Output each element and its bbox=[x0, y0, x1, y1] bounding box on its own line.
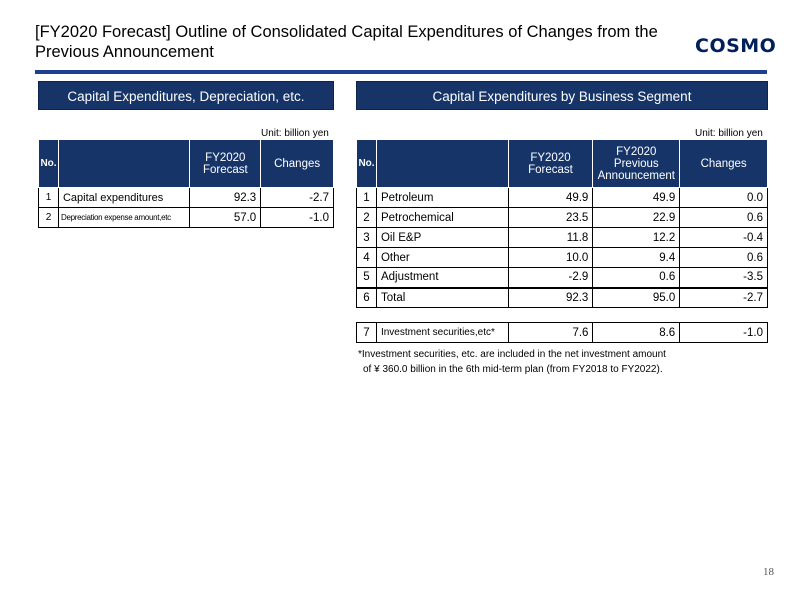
row-forecast: 92.3 bbox=[189, 187, 262, 208]
row-previous: 12.2 bbox=[592, 227, 681, 248]
row-changes: -3.5 bbox=[679, 267, 768, 288]
row-changes: 0.6 bbox=[679, 247, 768, 268]
row-changes: -1.0 bbox=[679, 322, 768, 343]
row-no: 2 bbox=[356, 207, 377, 228]
row-previous: 0.6 bbox=[592, 267, 681, 288]
row-label: Capital expenditures bbox=[57, 187, 191, 208]
row-previous: 49.9 bbox=[592, 187, 681, 208]
col-header-blank bbox=[375, 139, 509, 188]
row-forecast: -2.9 bbox=[507, 267, 594, 288]
page-number: 18 bbox=[763, 566, 774, 578]
row-changes: 0.6 bbox=[679, 207, 768, 228]
segment-capex-table: No. FY2020 Forecast FY2020 Previous Anno… bbox=[356, 139, 768, 308]
footnote-line-1: *Investment securities, etc. are include… bbox=[358, 349, 666, 360]
row-previous: 95.0 bbox=[592, 287, 681, 308]
right-section-banner: Capital Expenditures by Business Segment bbox=[356, 81, 768, 110]
capex-depreciation-table: No. FY2020 Forecast Changes 1 Capital ex… bbox=[38, 139, 334, 228]
table-row: 4 Other 10.0 9.4 0.6 bbox=[356, 247, 768, 268]
row-changes: -1.0 bbox=[260, 207, 334, 228]
row-no: 6 bbox=[356, 287, 377, 308]
row-label: Adjustment bbox=[375, 267, 509, 288]
right-unit-label: Unit: billion yen bbox=[695, 128, 763, 139]
col-header-forecast: FY2020 Forecast bbox=[507, 139, 594, 188]
table-row: 7 Investment securities,etc* 7.6 8.6 -1.… bbox=[356, 322, 768, 343]
row-changes: -0.4 bbox=[679, 227, 768, 248]
row-label: Oil E&P bbox=[375, 227, 509, 248]
col-header-blank bbox=[57, 139, 191, 188]
row-label: Other bbox=[375, 247, 509, 268]
table-row: 1 Capital expenditures 92.3 -2.7 bbox=[38, 187, 334, 208]
header-divider bbox=[35, 70, 767, 74]
page-title: [FY2020 Forecast] Outline of Consolidate… bbox=[35, 23, 658, 61]
table-header-row: No. FY2020 Forecast Changes bbox=[38, 139, 334, 188]
row-forecast: 57.0 bbox=[189, 207, 262, 228]
row-changes: -2.7 bbox=[679, 287, 768, 308]
row-previous: 9.4 bbox=[592, 247, 681, 268]
table-row: 5 Adjustment -2.9 0.6 -3.5 bbox=[356, 267, 768, 288]
row-changes: 0.0 bbox=[679, 187, 768, 208]
row-label: Depreciation expense amount,etc bbox=[57, 207, 191, 228]
row-previous: 22.9 bbox=[592, 207, 681, 228]
col-header-previous: FY2020 Previous Announcement bbox=[592, 139, 681, 188]
left-unit-label: Unit: billion yen bbox=[261, 128, 329, 139]
table-total-row: 6 Total 92.3 95.0 -2.7 bbox=[356, 287, 768, 308]
table-row: 3 Oil E&P 11.8 12.2 -0.4 bbox=[356, 227, 768, 248]
cosmo-logo: COSMO bbox=[695, 35, 777, 57]
row-forecast: 23.5 bbox=[507, 207, 594, 228]
col-header-no: No. bbox=[38, 139, 59, 188]
row-label: Investment securities,etc* bbox=[375, 322, 509, 343]
row-no: 1 bbox=[356, 187, 377, 208]
row-label: Total bbox=[375, 287, 509, 308]
row-label: Petroleum bbox=[375, 187, 509, 208]
row-no: 7 bbox=[356, 322, 377, 343]
table-row: 2 Depreciation expense amount,etc 57.0 -… bbox=[38, 207, 334, 228]
row-forecast: 11.8 bbox=[507, 227, 594, 248]
row-no: 2 bbox=[38, 207, 59, 228]
col-header-no: No. bbox=[356, 139, 377, 188]
row-no: 5 bbox=[356, 267, 377, 288]
row-previous: 8.6 bbox=[592, 322, 681, 343]
col-header-changes: Changes bbox=[260, 139, 334, 188]
investment-securities-table: 7 Investment securities,etc* 7.6 8.6 -1.… bbox=[356, 322, 768, 343]
row-no: 4 bbox=[356, 247, 377, 268]
row-forecast: 92.3 bbox=[507, 287, 594, 308]
row-no: 3 bbox=[356, 227, 377, 248]
row-forecast: 10.0 bbox=[507, 247, 594, 268]
col-header-forecast: FY2020 Forecast bbox=[189, 139, 262, 188]
row-changes: -2.7 bbox=[260, 187, 334, 208]
footnote: *Investment securities, etc. are include… bbox=[358, 347, 666, 377]
left-section-banner: Capital Expenditures, Depreciation, etc. bbox=[38, 81, 334, 110]
row-no: 1 bbox=[38, 187, 59, 208]
row-label: Petrochemical bbox=[375, 207, 509, 228]
row-forecast: 7.6 bbox=[507, 322, 594, 343]
row-forecast: 49.9 bbox=[507, 187, 594, 208]
footnote-line-2: of ¥ 360.0 billion in the 6th mid-term p… bbox=[363, 364, 663, 375]
table-row: 1 Petroleum 49.9 49.9 0.0 bbox=[356, 187, 768, 208]
table-header-row: No. FY2020 Forecast FY2020 Previous Anno… bbox=[356, 139, 768, 188]
table-row: 2 Petrochemical 23.5 22.9 0.6 bbox=[356, 207, 768, 228]
col-header-changes: Changes bbox=[679, 139, 768, 188]
